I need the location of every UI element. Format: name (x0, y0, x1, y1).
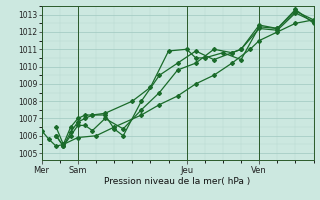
X-axis label: Pression niveau de la mer( hPa ): Pression niveau de la mer( hPa ) (104, 177, 251, 186)
